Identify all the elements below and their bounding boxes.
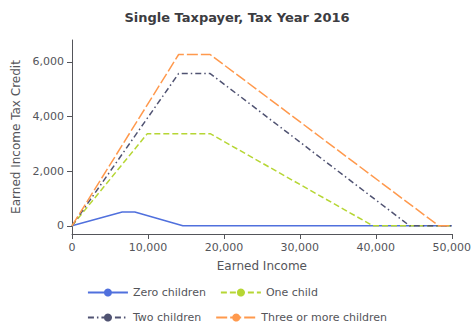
svg-text:2,000: 2,000 xyxy=(33,165,65,178)
svg-text:30,000: 30,000 xyxy=(281,241,320,254)
svg-text:Zero children: Zero children xyxy=(133,286,206,299)
svg-text:20,000: 20,000 xyxy=(205,241,244,254)
svg-text:6,000: 6,000 xyxy=(33,55,65,68)
svg-text:50,000: 50,000 xyxy=(433,241,472,254)
svg-text:4,000: 4,000 xyxy=(33,110,65,123)
svg-text:Three or more children: Three or more children xyxy=(260,311,387,324)
svg-text:10,000: 10,000 xyxy=(129,241,168,254)
svg-text:0: 0 xyxy=(57,219,64,232)
svg-text:Single Taxpayer, Tax Year 2016: Single Taxpayer, Tax Year 2016 xyxy=(124,10,349,25)
svg-text:One child: One child xyxy=(266,286,318,299)
svg-text:Earned Income: Earned Income xyxy=(217,259,307,273)
svg-text:Two children: Two children xyxy=(132,311,201,324)
svg-text:40,000: 40,000 xyxy=(357,241,396,254)
svg-text:Earned Income Tax Credit: Earned Income Tax Credit xyxy=(9,60,23,214)
svg-text:0: 0 xyxy=(69,241,76,254)
